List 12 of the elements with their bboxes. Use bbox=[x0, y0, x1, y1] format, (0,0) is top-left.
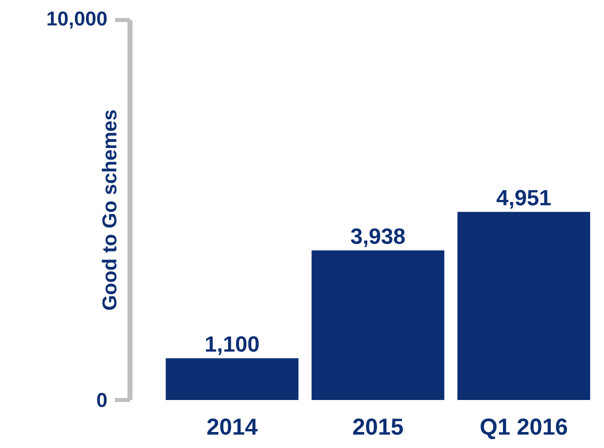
y-tick-label: 0 bbox=[97, 392, 107, 408]
x-tick-label: Q1 2016 bbox=[480, 418, 568, 440]
data-label: 4,951 bbox=[496, 190, 551, 209]
bar bbox=[457, 212, 590, 400]
data-label: 3,938 bbox=[350, 228, 405, 248]
x-tick-label: 2014 bbox=[207, 418, 258, 435]
bar bbox=[312, 250, 444, 400]
data-label: 1,100 bbox=[206, 336, 259, 355]
x-tick-label: 2015 bbox=[353, 418, 403, 435]
y-axis-title: Good to Go schemes bbox=[102, 110, 117, 310]
bar bbox=[166, 358, 298, 400]
y-tick-label: 10,000 bbox=[48, 11, 107, 29]
